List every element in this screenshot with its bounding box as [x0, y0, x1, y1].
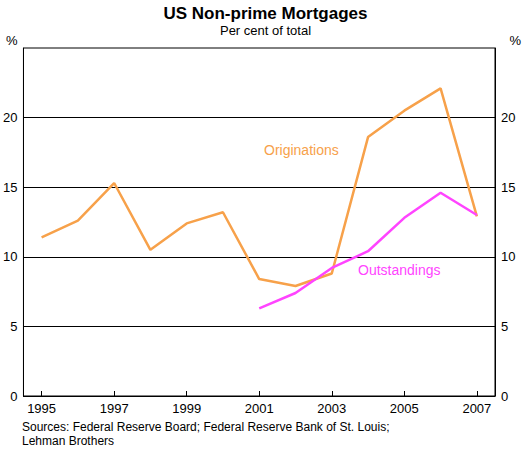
svg-text:15: 15 [3, 180, 17, 195]
svg-text:Sources: Federal Reserve Board: Sources: Federal Reserve Board; Federal … [22, 420, 390, 434]
svg-text:15: 15 [501, 180, 515, 195]
svg-text:20: 20 [501, 110, 515, 125]
svg-text:1995: 1995 [27, 401, 56, 416]
svg-text:20: 20 [3, 110, 17, 125]
svg-text:Originations: Originations [264, 142, 339, 158]
svg-text:2003: 2003 [317, 401, 346, 416]
svg-text:Outstandings: Outstandings [358, 262, 441, 278]
svg-text:10: 10 [3, 249, 17, 264]
svg-text:5: 5 [10, 319, 17, 334]
svg-text:0: 0 [501, 389, 508, 404]
svg-text:1997: 1997 [100, 401, 129, 416]
svg-text:2007: 2007 [462, 401, 491, 416]
svg-text:1999: 1999 [172, 401, 201, 416]
svg-text:%: % [6, 33, 18, 48]
svg-text:2005: 2005 [390, 401, 419, 416]
svg-text:US Non-prime Mortgages: US Non-prime Mortgages [163, 4, 367, 23]
svg-text:2001: 2001 [245, 401, 274, 416]
svg-text:10: 10 [501, 249, 515, 264]
svg-text:5: 5 [501, 319, 508, 334]
svg-text:%: % [509, 33, 521, 48]
svg-text:Per cent of total: Per cent of total [220, 23, 311, 38]
svg-text:Lehman Brothers: Lehman Brothers [22, 434, 114, 448]
svg-text:0: 0 [10, 389, 17, 404]
